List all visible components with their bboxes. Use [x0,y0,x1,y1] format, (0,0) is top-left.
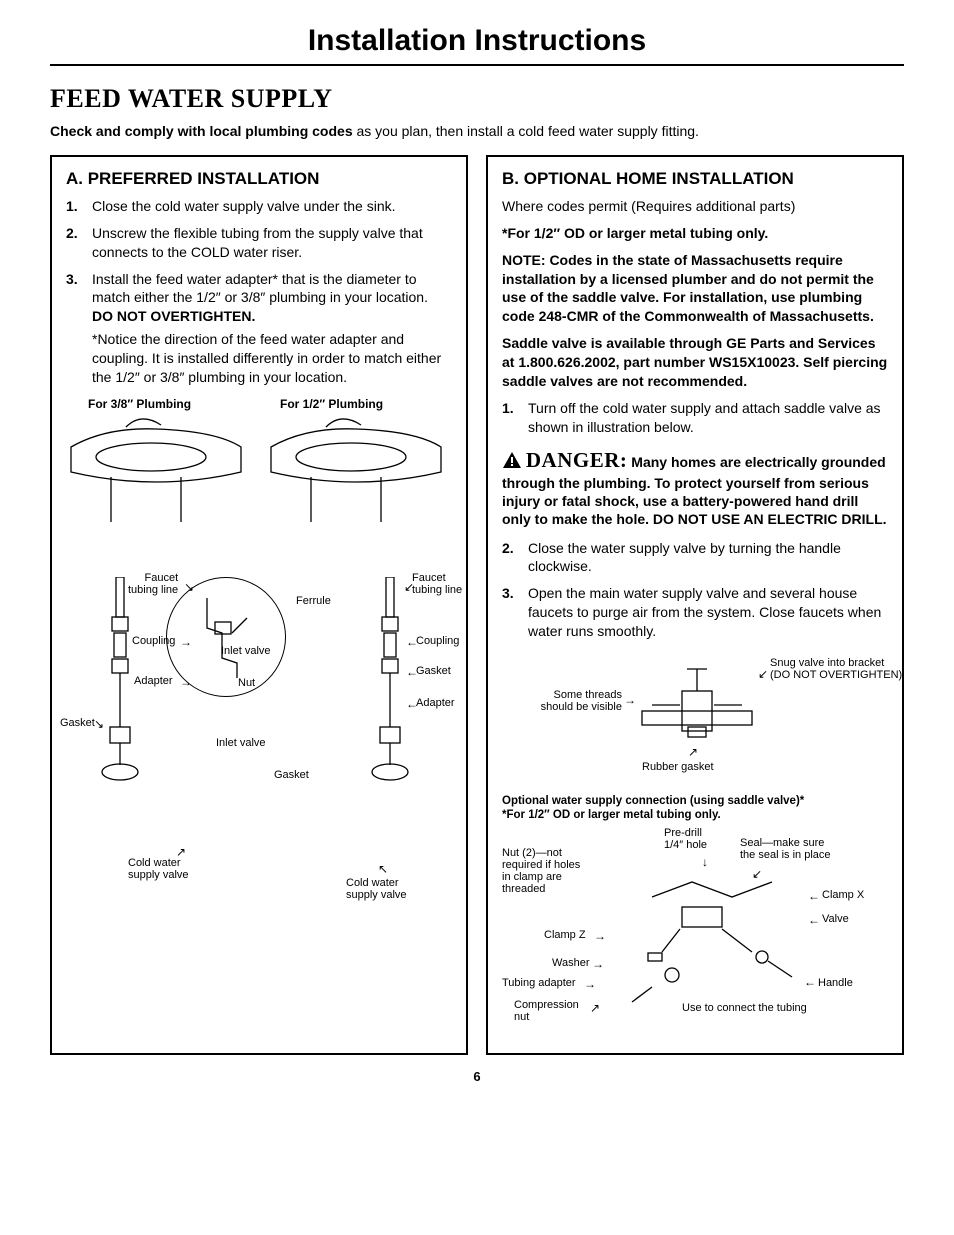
plumbing-headers: For 3/8″ Plumbing For 1/2″ Plumbing [88,397,452,411]
label-coupling-l: Coupling [132,635,175,647]
label-clampz: Clamp Z [544,929,586,941]
danger-block: DANGER: Many homes are electrically grou… [502,447,888,529]
label-handle: Handle [818,977,853,989]
label-gasket-l: Gasket [60,717,95,729]
danger-word: DANGER: [526,448,628,472]
label-inlet-valve-c: Inlet valve [221,645,271,657]
colb-p4: Saddle valve is available through GE Par… [502,334,888,391]
step-a3-bold: DO NOT OVERTIGHTEN. [92,308,255,324]
colb-p3: NOTE: Codes in the state of Massachusett… [502,251,888,327]
label-washer: Washer [552,957,590,969]
label-predrill: Pre-drill 1/4″ hole [664,827,707,851]
column-a: A. PREFERRED INSTALLATION Close the cold… [50,155,468,1055]
label-12: For 1/2″ Plumbing [280,397,452,411]
step-a2: Unscrew the flexible tubing from the sup… [66,224,452,262]
column-b: B. OPTIONAL HOME INSTALLATION Where code… [486,155,904,1055]
diagram-a: Faucet tubing line Coupling Adapter Gask… [66,417,452,977]
label-coupling-r: Coupling [416,635,459,647]
step-b1: Turn off the cold water supply and attac… [502,399,888,437]
col-b-steps-2: Close the water supply valve by turning … [502,539,888,641]
label-compression: Compression nut [514,999,579,1023]
intro-rest: as you plan, then install a cold feed wa… [353,123,699,139]
right-assembly-icon [366,577,416,877]
label-use-connect: Use to connect the tubing [682,1002,807,1014]
page-number: 6 [50,1069,904,1084]
diagram-b1: Some threads should be visible Snug valv… [502,649,888,789]
intro-paragraph: Check and comply with local plumbing cod… [50,122,904,141]
two-column-layout: A. PREFERRED INSTALLATION Close the cold… [50,155,904,1055]
step-b3: Open the main water supply valve and sev… [502,584,888,641]
label-nut: Nut [238,677,255,689]
label-rubber: Rubber gasket [642,761,714,773]
label-cold-valve-l: Cold water supply valve [128,857,189,881]
label-adapter-l: Adapter [134,675,173,687]
colb-p3-bold: NOTE: Codes in the state of Massachusett… [502,252,874,325]
label-inlet-valve-2: Inlet valve [216,737,266,749]
warning-triangle-icon [502,451,522,473]
colb-p4-bold: Saddle valve is available through GE Par… [502,335,887,389]
diagram-caption-sub: *For 1/2″ OD or larger metal tubing only… [502,809,888,821]
col-a-title: A. PREFERRED INSTALLATION [66,169,452,189]
step-a3: Install the feed water adapter* that is … [66,270,452,387]
document-title: Installation Instructions [50,24,904,66]
label-38: For 3/8″ Plumbing [88,397,260,411]
step-a3-text: Install the feed water adapter* that is … [92,271,428,306]
section-heading: FEED WATER SUPPLY [50,84,904,114]
label-valve: Valve [822,913,849,925]
label-cold-valve-r: Cold water supply valve [346,877,407,901]
diagram-b2: Pre-drill 1/4″ hole Nut (2)—not required… [502,827,888,1037]
saddle-valve-icon [632,661,772,771]
label-adapter-r: Adapter [416,697,455,709]
step-b2: Close the water supply valve by turning … [502,539,888,577]
label-ferrule: Ferrule [296,595,331,607]
intro-bold: Check and comply with local plumbing cod… [50,123,353,139]
sink-right-icon [266,417,446,527]
colb-p2-bold: *For 1/2″ OD or larger metal tubing only… [502,225,768,241]
label-seal: Seal—make sure the seal is in place [740,837,831,861]
sink-left-icon [66,417,246,527]
label-tubing-adapter: Tubing adapter [502,977,576,989]
label-nut2: Nut (2)—not required if holes in clamp a… [502,847,580,895]
col-a-steps: Close the cold water supply valve under … [66,197,452,387]
col-b-steps-1: Turn off the cold water supply and attac… [502,399,888,437]
label-snug: Snug valve into bracket (DO NOT OVERTIGH… [770,657,902,681]
colb-p2: *For 1/2″ OD or larger metal tubing only… [502,224,888,243]
colb-p1: Where codes permit (Requires additional … [502,197,888,216]
diagram-caption: Optional water supply connection (using … [502,795,888,807]
col-b-title: B. OPTIONAL HOME INSTALLATION [502,169,888,189]
label-gasket-c: Gasket [274,769,309,781]
saddle-exploded-icon [622,857,802,1017]
step-a1: Close the cold water supply valve under … [66,197,452,216]
label-gasket-r: Gasket [416,665,451,677]
label-faucet-tubing-r: Faucet tubing line [412,572,462,596]
label-faucet-tubing-l: Faucet tubing line [128,572,178,596]
step-a3-note: *Notice the direction of the feed water … [92,330,452,387]
label-threads: Some threads should be visible [502,689,622,713]
label-clampx: Clamp X [822,889,864,901]
